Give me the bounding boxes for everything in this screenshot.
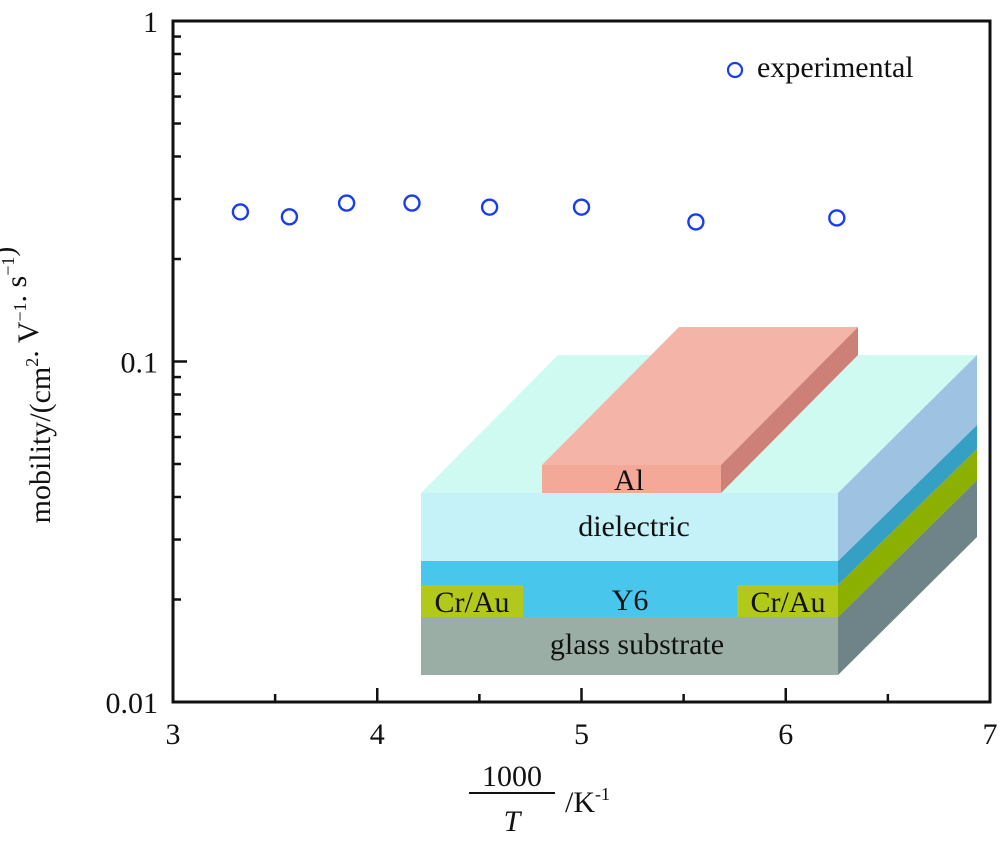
al-top: [542, 327, 858, 465]
label-dielectric: dielectric: [578, 510, 690, 543]
x-axis-title-numerator: 1000: [482, 760, 542, 793]
x-ticks: 3 4 5 6 7: [166, 688, 998, 751]
x-tick-label: 7: [983, 718, 998, 751]
data-point: [480, 198, 499, 216]
electrode-left-front: [421, 585, 523, 617]
electrode-right-front: [737, 585, 838, 617]
label-electrode-left: Cr/Au: [435, 586, 510, 619]
dielectric-front: [421, 493, 838, 561]
x-axis-title: 1000 T /K-1: [469, 760, 610, 838]
y6-front-top: [421, 561, 838, 585]
y-ticks: 0.01 0.1 1: [106, 6, 187, 720]
data-point: [828, 209, 846, 227]
label-electrode-right: Cr/Au: [751, 586, 826, 619]
x-axis-unit-text: /K: [565, 786, 595, 819]
al-side: [721, 327, 858, 493]
y-tick-label: 0.01: [106, 687, 159, 720]
x-axis-title-denominator: T: [504, 805, 523, 838]
y-tick-label: 1: [143, 6, 158, 39]
y-tick-label: 0.1: [121, 347, 159, 380]
data-point: [572, 198, 591, 216]
label-glass-substrate: glass substrate: [550, 628, 724, 661]
y-axis-title-part: . s: [0, 276, 33, 303]
data-point: [280, 208, 299, 226]
electrode-side: [838, 449, 977, 617]
device-inset: Al dielectric Y6 Cr/Au Cr/Au glass subst…: [421, 327, 977, 675]
x-axis-title-unit: /K-1: [565, 784, 610, 819]
legend: experimental: [726, 51, 914, 84]
y6-front: [421, 581, 838, 617]
label-al: Al: [614, 464, 644, 497]
y-axis-title-part: mobility/(cm: [24, 367, 57, 524]
data-point: [403, 194, 421, 212]
glass-substrate-side: [838, 480, 977, 675]
dielectric-side: [838, 355, 977, 561]
data-points: [231, 194, 846, 231]
y-axis-title: mobility/(cm2. V−1. s−1): [0, 247, 57, 524]
al-front: [542, 465, 721, 493]
legend-marker: [726, 61, 744, 79]
x-tick-label: 5: [574, 718, 589, 751]
y-axis-title-sup: 2: [22, 358, 42, 367]
legend-label: experimental: [757, 51, 914, 84]
x-tick-label: 6: [778, 718, 793, 751]
glass-substrate-front: [421, 617, 838, 675]
y-axis-title-sup: −1: [0, 257, 18, 276]
data-point: [337, 194, 356, 212]
y-axis-title-part: ): [0, 247, 21, 257]
x-tick-label: 4: [370, 718, 385, 751]
y6-side: [838, 425, 977, 585]
label-y6: Y6: [612, 584, 649, 617]
data-point: [687, 213, 705, 231]
x-axis-unit-sup: -1: [595, 784, 610, 804]
x-tick-label: 3: [166, 718, 181, 751]
y-axis-title-part: . V: [12, 321, 45, 357]
y-axis-title-sup: −1: [10, 302, 30, 321]
data-point: [231, 203, 250, 221]
